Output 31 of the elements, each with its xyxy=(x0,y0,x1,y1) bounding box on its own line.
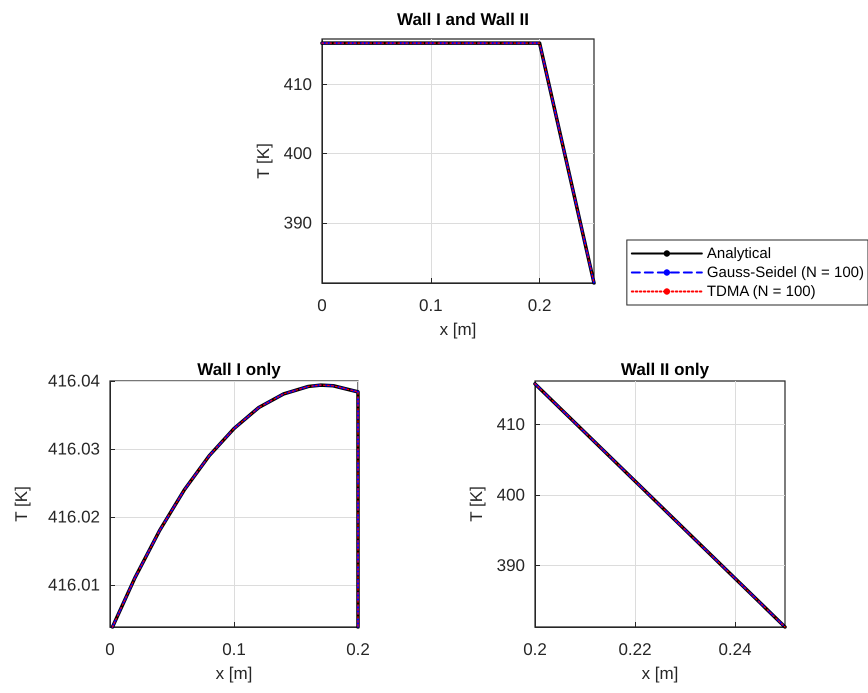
y-tick-label: 410 xyxy=(496,415,525,434)
chart-title: Wall II only xyxy=(620,360,710,379)
x-tick-label: 0.2 xyxy=(523,640,547,659)
y-tick-label: 416.01 xyxy=(48,575,100,594)
chart-title: Wall I only xyxy=(197,360,282,379)
y-tick-label: 390 xyxy=(284,213,312,232)
x-tick-label: 0 xyxy=(317,296,327,315)
x-tick-label: 0.1 xyxy=(222,640,246,659)
x-tick-label: 0.1 xyxy=(418,296,443,315)
y-tick-label: 400 xyxy=(496,486,525,505)
y-axis-title: T [K] xyxy=(254,143,273,179)
y-tick-label: 410 xyxy=(284,75,312,94)
x-tick-label: 0.2 xyxy=(346,640,370,659)
y-axis-title: T [K] xyxy=(12,486,31,522)
x-tick-label: 0.22 xyxy=(618,640,652,659)
chart-title: Wall I and Wall II xyxy=(397,10,529,29)
y-tick-label: 416.02 xyxy=(48,507,100,526)
x-tick-label: 0 xyxy=(105,640,115,659)
y-tick-label: 416.03 xyxy=(48,439,100,458)
legend-label: TDMA (N = 100) xyxy=(706,283,816,300)
y-tick-label: 416.04 xyxy=(48,372,100,390)
legend-label: Gauss-Seidel (N = 100) xyxy=(706,264,864,281)
y-tick-label: 390 xyxy=(496,556,525,576)
x-axis-title: x [m] xyxy=(642,664,678,683)
x-tick-label: 0.2 xyxy=(528,296,552,315)
x-tick-label: 0.24 xyxy=(718,640,752,659)
legend-label: Analytical xyxy=(706,245,772,262)
x-axis-title: x [m] xyxy=(216,664,252,683)
x-axis-title: x [m] xyxy=(440,320,476,339)
y-axis-title: T [K] xyxy=(467,486,486,522)
y-tick-label: 400 xyxy=(284,144,312,164)
